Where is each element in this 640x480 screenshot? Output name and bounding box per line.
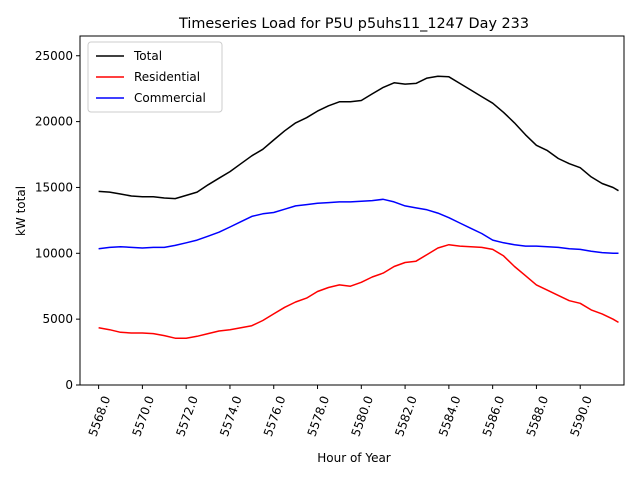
x-axis: 5568.0 5570.0 5572.0 5574.0 5576.0 5578.0 5580… bbox=[86, 385, 595, 438]
y-tick-label: 10000 bbox=[35, 246, 73, 260]
x-tick-label: 5568.0 bbox=[86, 394, 114, 438]
x-tick-label: 5590.0 bbox=[567, 394, 595, 438]
x-axis-label: Hour of Year bbox=[317, 451, 391, 465]
legend-box bbox=[87, 41, 223, 113]
x-tick-label: 5572.0 bbox=[173, 394, 201, 438]
x-tick-label: 5582.0 bbox=[392, 394, 420, 438]
legend-label-commercial: Commercial bbox=[134, 91, 206, 105]
y-tick-label: 15000 bbox=[35, 180, 73, 194]
y-axis-label: kW total bbox=[14, 186, 28, 236]
x-tick-label: 5570.0 bbox=[130, 394, 158, 438]
series-line-commercial bbox=[98, 198, 619, 255]
x-tick-label: 5574.0 bbox=[217, 394, 245, 438]
x-tick-label: 5578.0 bbox=[305, 394, 333, 438]
y-tick-label: 0 bbox=[65, 378, 73, 392]
x-tick-label: 5576.0 bbox=[261, 394, 289, 438]
legend-label-total: Total bbox=[133, 49, 162, 63]
y-axis: 0 5000 10000 15000 20000 25000 bbox=[35, 49, 80, 392]
plot-lines bbox=[98, 75, 619, 339]
axes-frame bbox=[79, 35, 625, 386]
series-line-total bbox=[98, 75, 619, 200]
legend: Total Residential Commercial bbox=[87, 41, 223, 113]
chart-title: Timeseries Load for P5U p5uhs11_1247 Day… bbox=[178, 16, 529, 32]
x-tick-label: 5588.0 bbox=[524, 394, 552, 438]
legend-label-residential: Residential bbox=[134, 70, 200, 84]
x-tick-label: 5586.0 bbox=[480, 394, 508, 438]
x-tick-label: 5584.0 bbox=[436, 394, 464, 438]
y-tick-label: 25000 bbox=[35, 49, 73, 63]
x-tick-label: 5580.0 bbox=[348, 394, 376, 438]
y-tick-label: 5000 bbox=[42, 312, 73, 326]
series-line-residential bbox=[98, 243, 619, 339]
y-tick-label: 20000 bbox=[35, 115, 73, 129]
